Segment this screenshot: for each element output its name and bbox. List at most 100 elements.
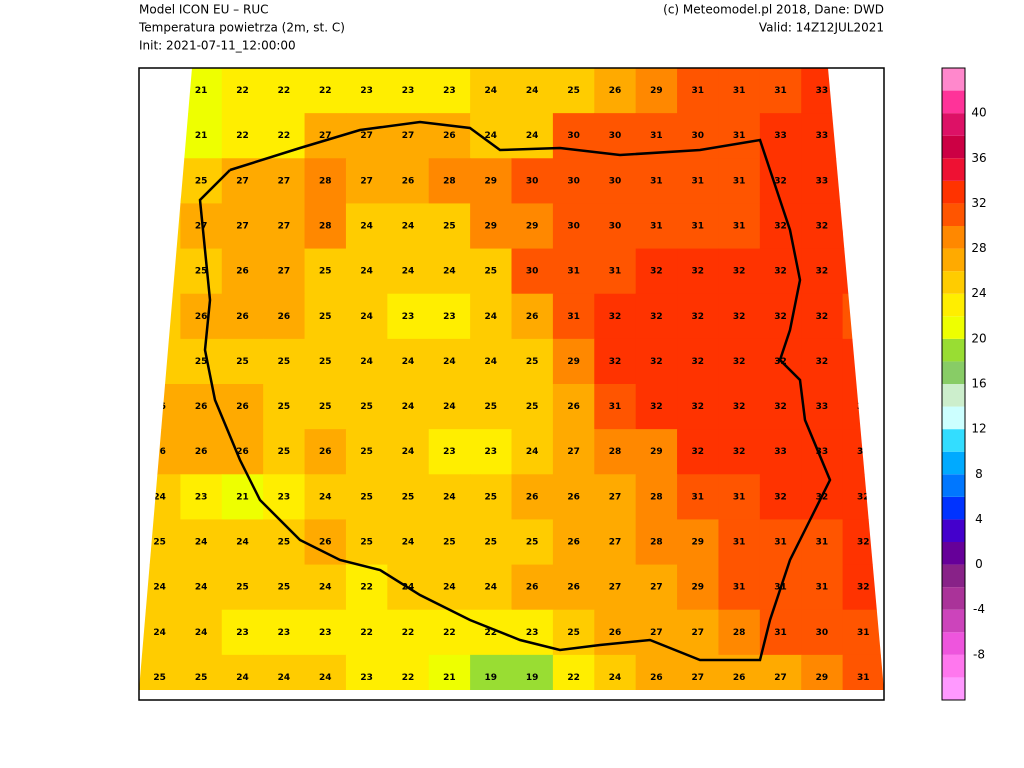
temperature-cell: [387, 384, 430, 430]
temperature-label: 29: [485, 176, 498, 186]
colorbar-band: [942, 158, 965, 181]
temperature-cell: [139, 609, 181, 656]
temperature-label: 26: [195, 312, 208, 322]
temperature-cell: [842, 158, 884, 204]
temperature-label: 27: [567, 447, 580, 457]
temperature-cell: [552, 429, 595, 475]
temperature-label: 32: [816, 222, 829, 232]
temperature-label: 25: [153, 357, 166, 367]
temperature-cell: [801, 564, 844, 611]
temperature-cell: [139, 113, 181, 159]
temperature-label: 25: [526, 402, 539, 412]
colorbar-band: [942, 474, 965, 497]
colorbar-band: [942, 609, 965, 633]
temperature-label: 30: [609, 176, 622, 186]
temperature-cell: [677, 248, 719, 295]
temperature-cell: [511, 564, 554, 611]
temperature-cell: [718, 113, 761, 159]
temperature-label: 24: [360, 357, 373, 367]
temperature-label: 31: [691, 492, 704, 502]
temperature-label: 22: [567, 673, 580, 683]
temperature-cell: [677, 158, 719, 204]
temperature-cell: [842, 654, 884, 690]
temperature-label: 25: [567, 628, 580, 638]
temperature-label: 22: [402, 673, 415, 683]
temperature-cell: [759, 519, 802, 566]
temperature-cell: [635, 203, 678, 250]
temperature-cell: [345, 609, 388, 656]
temperature-label: 21: [195, 131, 208, 141]
temperature-label: 28: [319, 176, 332, 186]
temperature-cell: [718, 203, 761, 250]
temperature-cell: [221, 203, 264, 250]
temperature-label: 25: [319, 402, 332, 412]
temperature-cell: [594, 248, 637, 295]
temperature-label: 25: [443, 538, 456, 548]
temperature-cell: [387, 158, 430, 204]
temperature-label: 26: [443, 131, 456, 141]
temperature-label: 21: [443, 673, 456, 683]
temperature-cell: [263, 519, 306, 566]
colorbar-band: [942, 180, 965, 204]
temperature-label: 26: [567, 538, 580, 548]
temperature-cell: [345, 564, 388, 611]
temperature-label: 24: [402, 538, 415, 548]
init-time: Init: 2021-07-11_12:00:00: [139, 39, 296, 53]
colorbar-band: [942, 135, 965, 159]
temperature-label: 24: [319, 673, 332, 683]
temperature-cell: [470, 519, 512, 566]
temperature-label: 31: [650, 222, 663, 232]
temperature-cell: [759, 429, 802, 475]
temperature-label: 25: [360, 492, 373, 502]
colorbar-band: [942, 203, 965, 226]
temperature-label: 32: [691, 357, 704, 367]
temperature-cell: [511, 158, 554, 204]
temperature-label: 24: [153, 267, 166, 277]
temperature-cell: [221, 474, 264, 520]
temperature-label: 26: [195, 402, 208, 412]
temperature-cell: [428, 384, 471, 430]
temperature-label: 29: [567, 357, 580, 367]
temperature-label: 31: [733, 583, 746, 593]
temperature-cell: [594, 564, 637, 611]
temperature-label: 31: [774, 86, 787, 96]
temperature-label: 27: [319, 131, 332, 141]
temperature-label: 33: [857, 176, 870, 186]
colorbar-band: [942, 293, 965, 317]
temperature-label: 27: [609, 492, 622, 502]
temperature-label: 32: [733, 267, 746, 277]
temperature-cell: [677, 609, 719, 656]
temperature-cell: [304, 158, 347, 204]
temperature-label: 22: [402, 628, 415, 638]
temperature-label: 32: [650, 267, 663, 277]
temperature-cell: [842, 113, 884, 159]
temperature-cell: [428, 293, 471, 340]
temperature-cell: [139, 158, 181, 204]
colorbar-tick-label: 36: [971, 151, 986, 165]
temperature-label: 24: [485, 312, 498, 322]
temperature-cell: [677, 474, 719, 520]
temperature-cell: [594, 474, 637, 520]
colorbar-band: [942, 451, 965, 475]
temperature-label: 22: [278, 86, 291, 96]
temperature-label: 26: [609, 86, 622, 96]
temperature-label: 32: [774, 267, 787, 277]
temperature-cell: [221, 519, 264, 566]
temperature-label: 32: [650, 357, 663, 367]
temperature-cell: [635, 429, 678, 475]
temperature-label: 23: [443, 447, 456, 457]
temperature-cell: [345, 429, 388, 475]
temperature-cell: [263, 293, 306, 340]
colorbar-band: [942, 384, 965, 407]
temperature-label: 28: [650, 538, 663, 548]
colorbar-band: [942, 271, 965, 294]
temperature-cell: [428, 203, 471, 250]
temperature-cell: [511, 474, 554, 520]
temperature-cell: [139, 293, 181, 340]
colorbar-tick-label: -8: [973, 647, 985, 661]
temperature-label: 26: [650, 673, 663, 683]
temperature-label: 26: [319, 447, 332, 457]
temperature-cell: [345, 68, 388, 114]
temperature-cell: [801, 429, 844, 475]
